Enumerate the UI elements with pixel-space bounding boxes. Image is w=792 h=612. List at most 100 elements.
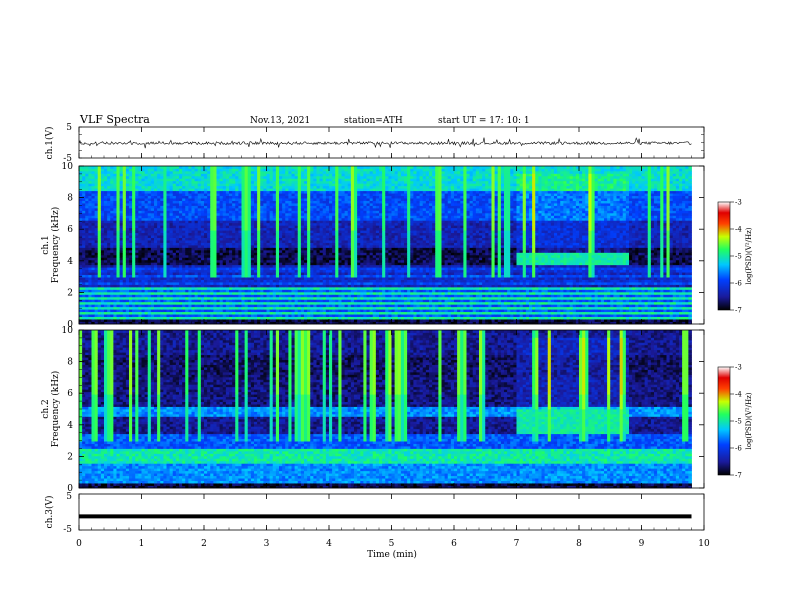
ch1-spec-cell [216,262,221,266]
ch1-spec-cell [213,264,217,268]
ch1-spec-cell [225,249,230,253]
ch1-spec-cell [119,309,124,313]
ch1-spec-cell [135,245,139,248]
ch1-spec-cell [207,247,211,251]
ch1-spec-cell [300,277,305,280]
ch1-spec-cell [163,284,167,288]
ch1-spec-cell [175,225,180,229]
ch1-spec-cell [319,217,324,221]
ch1-spec-cell [260,183,264,187]
ch1-spec-cell [94,235,99,238]
ch1-spec-cell [188,262,192,266]
ch1-spec-cell [310,242,314,246]
ch1-spec-cell [169,227,174,231]
ch1-spec-cell [307,316,311,320]
ch1-spec-cell [300,232,305,236]
ch1-spec-cell [144,299,149,303]
ch1-spec-cell [313,247,317,251]
ch1-spec-cell [79,198,83,201]
ch1-spec-cell [182,207,186,211]
ch1-spec-cell [216,212,221,216]
ch1-spec-cell [300,286,305,290]
ch1-spec-cell [275,242,280,246]
ch1-spec-cell [316,242,321,246]
ch1-spec-cell [100,227,105,231]
ch1-spec-cell [166,242,171,246]
ch1-spec-cell [104,286,108,290]
ch1-spec-cell [160,168,164,172]
ch1-spec-cell [150,294,155,298]
ch1-spec-cell [194,203,199,206]
ch1-spec-cell [154,291,158,295]
ch1-spec-cell [225,262,230,266]
ch1-spec-cell [300,257,305,261]
ch1-spec-cell [279,225,283,229]
ch1-spec-cell [294,311,299,315]
ch1-spec-cell [288,284,292,288]
ch1-spec-cell [163,269,167,273]
ch1-spec-cell [247,217,252,221]
ch1-spec-cell [132,277,136,280]
ch1-spec-cell [154,289,158,293]
ch1-spec-cell [272,291,277,295]
ch1-spec-cell [88,299,92,303]
ch1-spec-cell [119,212,124,216]
ch1-spec-cell [88,269,92,273]
ch1-spec-cell [135,314,139,317]
ch1-spec-cell [316,222,321,226]
ch1-spec-cell [307,215,311,219]
ch1-spec-cell [119,304,124,308]
ch1-spec-cell [263,279,267,283]
ch1-spec-cell [197,254,202,258]
ch1-spec-cell [260,316,264,320]
ch1-spec-cell [144,237,149,241]
ch1-spec-cell [119,237,124,241]
ch1-spec-cell [110,195,114,199]
ch1-spec-cell [213,306,217,310]
ch1-spec-cell [319,222,324,226]
ch1-spec-cell [135,200,139,204]
ch1-spec-cell [241,230,246,234]
ch1-spec-cell [160,227,164,231]
ch1-spec-cell [172,193,177,197]
ch1-spec-cell [279,190,283,194]
ch1-spec-cell [197,178,202,182]
ch1-spec-cell [244,207,249,211]
ch1-spec-cell [129,245,133,248]
ch1-spec-cell [275,262,280,266]
ch1-spec-cell [210,267,214,271]
ch1-spec-cell [241,178,246,182]
ch1-spec-cell [175,259,180,263]
ch1-spec-cell [232,289,236,293]
ch1-spec-cell [88,188,92,192]
ch1-spec-cell [275,284,280,288]
ch1-spec-cell [204,259,208,263]
ch1-spec-cell [91,200,96,204]
ch1-spec-cell [110,269,114,273]
ch1-spec-cell [100,190,105,194]
ch1-spec-cell [304,289,308,293]
ch1-spec-cell [150,245,155,248]
ch1-spec-cell [172,183,177,187]
ch1-spec-cell [194,232,199,236]
ch1-spec-cell [300,289,305,293]
ch1-spec-cell [88,277,92,280]
ch1-spec-cell [313,193,317,197]
ch1-spec-cell [91,198,96,201]
ch1-spec-cell [260,269,264,273]
ch1-spec-cell [129,200,133,204]
ch1-spec-cell [257,257,261,261]
ch1-spec-cell [88,294,92,298]
ch1-spec-cell [307,294,311,298]
ch1-spec-cell [91,249,96,253]
ch1-spec-cell [185,180,189,184]
ch1-spec-cell [207,217,211,221]
ch1-spec-cell [129,173,133,177]
ch1-spec-cell [216,284,221,288]
ch1-spec-cell [313,188,317,192]
ch1-spec-cell [110,279,114,283]
ch1-spec-cell [144,267,149,271]
ch1-spec-cell [116,227,121,231]
ch1-spec-cell [154,232,158,236]
ch1-spec-cell [313,210,317,214]
